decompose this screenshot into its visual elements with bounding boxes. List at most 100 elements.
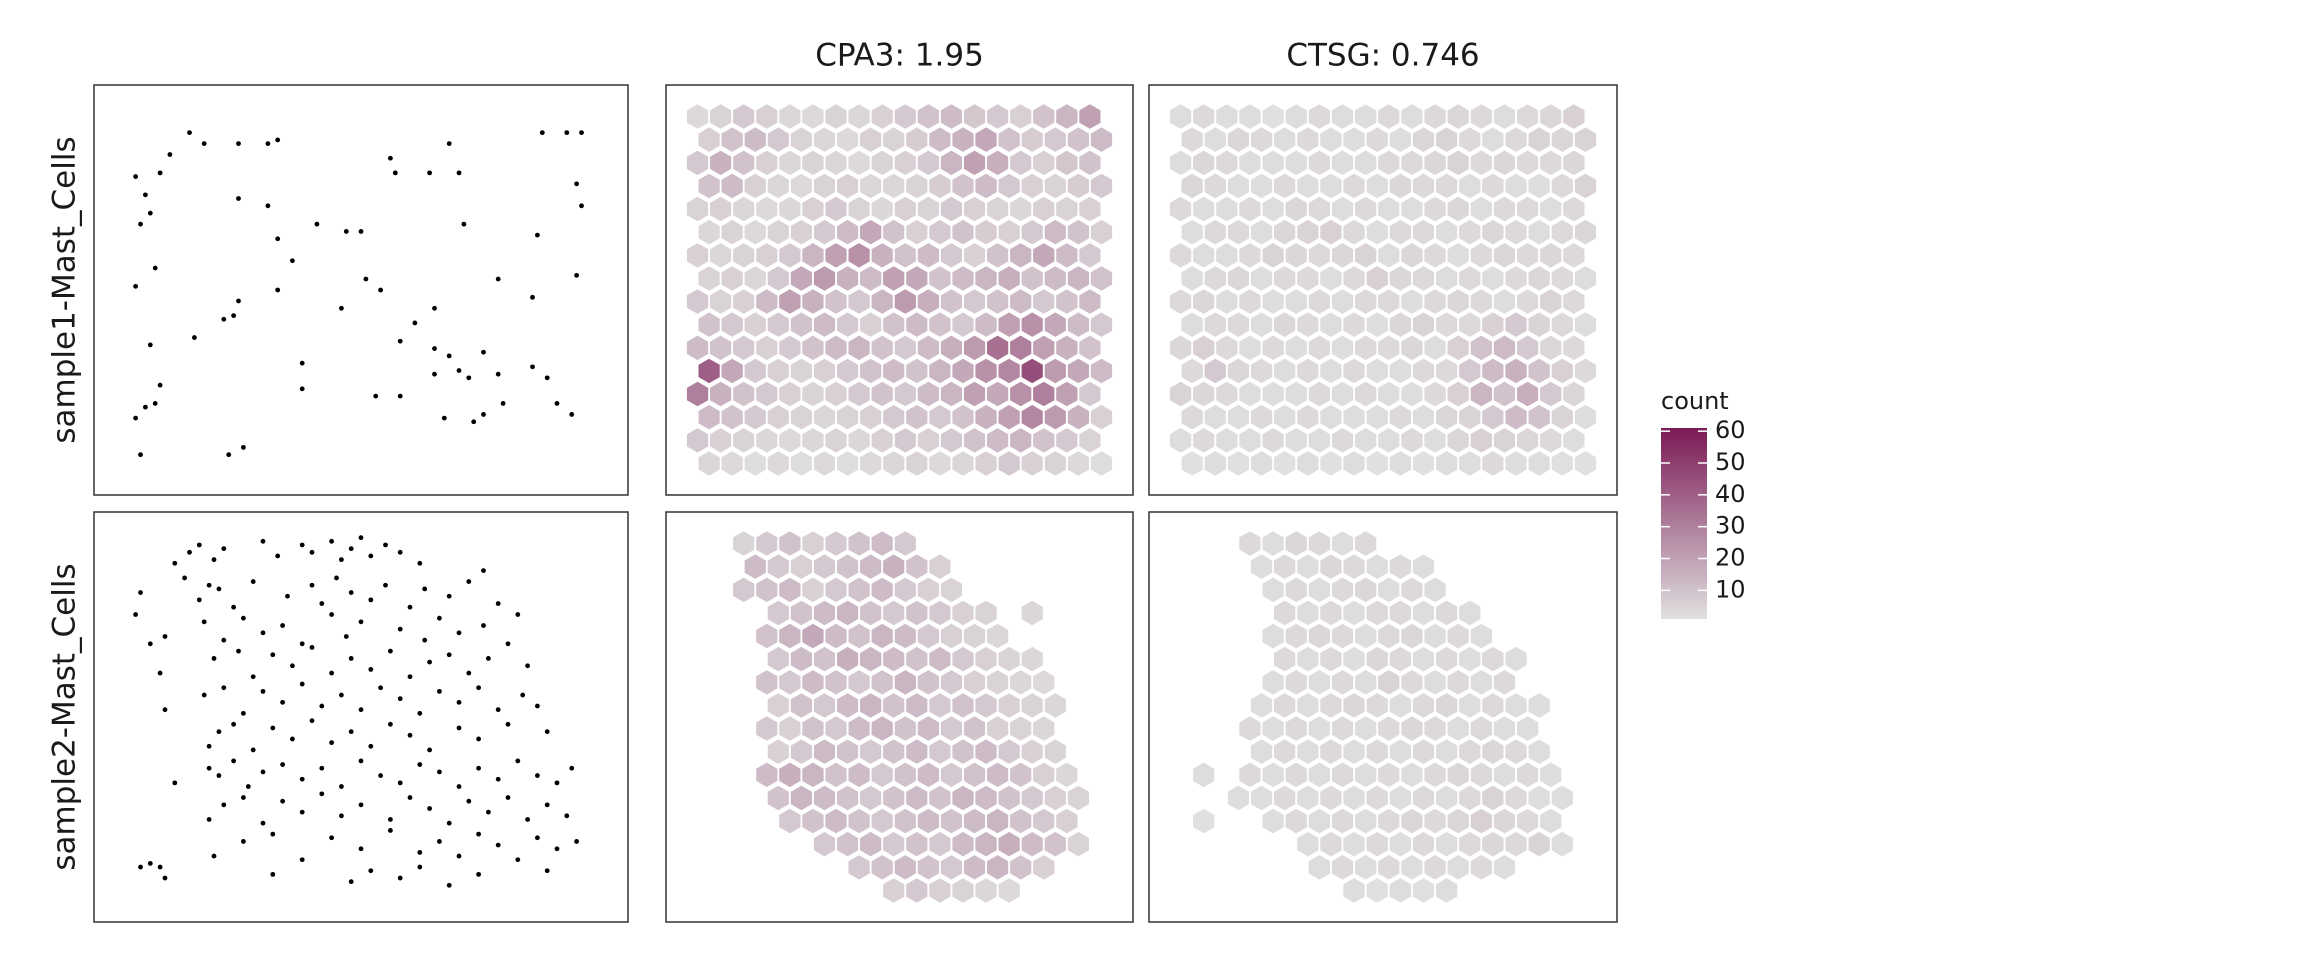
hex-bin xyxy=(1090,219,1113,245)
hex-bin xyxy=(940,243,962,268)
hex-bin xyxy=(975,173,997,199)
hex-bin xyxy=(1204,219,1226,245)
row-label: sample1-Mast_Cells xyxy=(47,136,83,443)
hex-bin xyxy=(767,404,789,430)
hex-bin xyxy=(1424,577,1446,603)
hex-bin xyxy=(1505,219,1527,245)
hex-bin xyxy=(894,104,916,129)
hex-bin xyxy=(1331,716,1354,741)
hex-bin xyxy=(848,577,870,603)
hex-bin xyxy=(710,381,732,407)
hex-bin xyxy=(883,173,905,199)
colorbar-tick-label: 50 xyxy=(1715,448,1746,476)
cell-point xyxy=(417,762,423,767)
cell-point xyxy=(456,170,462,176)
facet-panel xyxy=(93,511,629,923)
hex-bin xyxy=(1297,358,1319,384)
hex-bin xyxy=(767,219,789,245)
hex-bin xyxy=(1056,428,1078,453)
hex-bin xyxy=(779,531,801,556)
hex-bin xyxy=(710,289,732,314)
hex-bin xyxy=(1528,739,1550,764)
hex-bin xyxy=(1389,600,1411,626)
hex-bin xyxy=(744,219,766,245)
hex-bin xyxy=(1090,266,1113,291)
hex-bin xyxy=(1551,785,1573,811)
hex-bin xyxy=(837,451,859,476)
hex-bin xyxy=(1366,266,1388,291)
hex-bin xyxy=(987,716,1009,741)
cell-point xyxy=(456,853,462,859)
hex-bin xyxy=(1021,831,1043,857)
hex-bin xyxy=(871,196,893,222)
hex-bin xyxy=(1551,312,1573,337)
hex-bin xyxy=(871,381,893,407)
hex-bin xyxy=(837,739,859,764)
hex-bin xyxy=(779,381,801,407)
cell-point xyxy=(446,820,452,826)
hex-bin xyxy=(1505,693,1527,718)
hex-bin xyxy=(1470,104,1492,129)
hex-bin xyxy=(1401,335,1423,361)
hex-bin xyxy=(1366,173,1388,199)
cell-point xyxy=(388,828,393,833)
hex-bin xyxy=(744,358,766,384)
hex-bin xyxy=(987,150,1009,176)
hex-bin xyxy=(1505,173,1527,199)
hex-bin xyxy=(1401,381,1423,407)
cell-point xyxy=(441,415,447,421)
hex-bin xyxy=(1285,623,1307,649)
hex-bin xyxy=(1285,762,1307,788)
hex-bin xyxy=(825,196,847,222)
hex-bin xyxy=(929,404,951,430)
hex-bin xyxy=(929,127,951,152)
hex-bin xyxy=(733,577,755,603)
hex-bin xyxy=(929,878,951,903)
hex-bin xyxy=(1079,289,1101,314)
hex-bin xyxy=(1181,451,1203,476)
hex-bin xyxy=(779,104,801,129)
hex-bin xyxy=(1401,577,1423,603)
hex-bin xyxy=(975,127,997,152)
hex-bin xyxy=(1216,104,1238,129)
hex-bin xyxy=(837,646,859,672)
hex-bin xyxy=(1424,150,1446,176)
hex-bin xyxy=(1010,381,1032,407)
hex-bin xyxy=(1010,716,1032,741)
hex-bin xyxy=(1056,150,1078,176)
hex-bin xyxy=(1320,173,1342,199)
hex-bin xyxy=(1378,104,1400,129)
hex-bin xyxy=(894,716,916,741)
hex-bin xyxy=(1563,428,1585,453)
cell-point xyxy=(383,542,388,548)
hex-bin xyxy=(1044,266,1066,291)
cell-point xyxy=(422,586,428,592)
hex-bin xyxy=(1067,451,1089,476)
hex-bin xyxy=(1227,451,1249,476)
cell-point xyxy=(152,265,158,271)
hex-bin xyxy=(1482,831,1504,857)
hex-bin xyxy=(1540,243,1562,268)
cell-point xyxy=(206,743,212,749)
hex-bin xyxy=(1079,104,1101,129)
hex-bin xyxy=(744,554,766,579)
hex-bin xyxy=(1378,335,1400,361)
hex-bin xyxy=(1551,358,1573,384)
hex-bin xyxy=(1459,127,1481,152)
cell-point xyxy=(432,371,437,377)
hex-bin xyxy=(1574,266,1597,291)
hex-bin xyxy=(1551,173,1573,199)
hex-bin xyxy=(1262,716,1284,741)
hex-bin xyxy=(848,289,870,314)
hex-bin xyxy=(813,404,836,430)
hex-bin xyxy=(1033,716,1055,741)
hex-bin xyxy=(1010,196,1032,222)
hex-bin xyxy=(975,451,997,476)
hex-bin xyxy=(1355,670,1377,695)
hex-bin xyxy=(1021,785,1043,811)
hex-bin xyxy=(1355,808,1377,834)
cell-point xyxy=(299,681,305,687)
hex-bin xyxy=(1021,404,1043,430)
hex-bin xyxy=(1378,428,1400,453)
hex-bin xyxy=(1090,127,1113,152)
